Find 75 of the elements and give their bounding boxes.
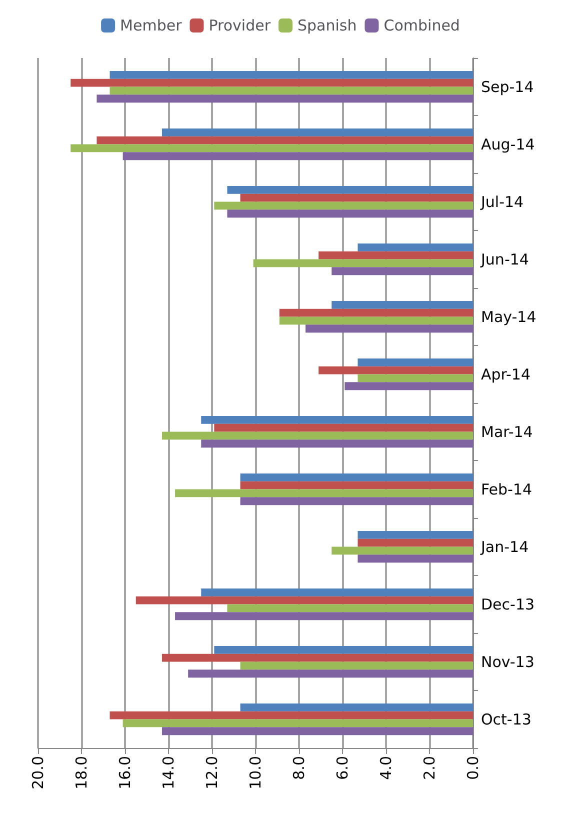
bar — [70, 78, 473, 87]
y-tick-label: Apr-14 — [481, 365, 530, 384]
y-tick-label: Jun-14 — [480, 250, 529, 268]
bar — [214, 202, 473, 210]
bar — [306, 324, 473, 333]
x-tick-label: 0.0 — [464, 756, 482, 780]
legend-label: Spanish — [298, 16, 357, 34]
x-tick-label: 16.0 — [116, 756, 134, 790]
y-tick-label: May-14 — [481, 308, 536, 326]
y-tick-label: Dec-13 — [481, 595, 535, 614]
y-tick-label: Jul-14 — [480, 192, 524, 211]
bar — [110, 70, 473, 79]
bar — [240, 481, 473, 490]
bar — [240, 194, 473, 202]
bar — [332, 546, 473, 555]
bar — [358, 530, 473, 539]
bar — [162, 432, 473, 440]
bar — [240, 497, 473, 506]
bar — [358, 358, 473, 366]
bar — [214, 424, 473, 432]
bar — [122, 719, 473, 728]
bar — [70, 144, 473, 152]
bar — [175, 489, 473, 498]
bar — [332, 267, 473, 276]
bar — [240, 473, 473, 482]
bar — [122, 152, 473, 160]
x-tick-label: 4.0 — [377, 756, 395, 780]
bar — [201, 440, 473, 448]
x-tick-label: 20.0 — [29, 756, 47, 790]
bar — [96, 136, 473, 144]
y-tick-label: Aug-14 — [481, 135, 535, 154]
bar — [240, 703, 473, 712]
bar — [318, 366, 473, 374]
bar — [344, 382, 473, 390]
bar — [162, 654, 473, 662]
x-tick-label: 6.0 — [334, 756, 352, 780]
x-tick-label: 8.0 — [290, 756, 308, 780]
bar — [110, 711, 473, 720]
x-tick-label: 2.0 — [420, 756, 438, 780]
bar — [358, 374, 473, 382]
bar — [358, 243, 473, 252]
bar — [253, 259, 473, 268]
legend-label: Member — [120, 16, 183, 34]
bar — [201, 416, 473, 424]
bar — [227, 604, 473, 612]
bar — [358, 538, 473, 547]
y-tick-label: Mar-14 — [481, 422, 533, 441]
legend-label: Combined — [384, 16, 460, 34]
y-tick-label: Nov-13 — [481, 652, 534, 671]
x-tick-label: 14.0 — [160, 756, 178, 790]
bar — [136, 596, 473, 604]
bar — [96, 94, 473, 103]
y-tick-label: Jan-14 — [480, 538, 529, 556]
bar — [227, 186, 473, 194]
x-tick-label: 12.0 — [203, 756, 221, 790]
bar — [110, 86, 473, 95]
bar — [201, 588, 473, 596]
y-tick-label: Oct-13 — [481, 710, 532, 728]
bar — [162, 727, 473, 736]
bar — [318, 251, 473, 260]
bar — [188, 670, 473, 678]
bar — [358, 554, 473, 563]
x-tick-label: 10.0 — [246, 756, 264, 790]
bar — [175, 612, 473, 620]
bar — [279, 316, 473, 325]
x-tick-label: 18.0 — [72, 756, 90, 790]
bar — [279, 308, 473, 317]
bar — [240, 662, 473, 670]
y-tick-label: Sep-14 — [481, 78, 534, 96]
bar — [214, 646, 473, 654]
bar — [162, 128, 473, 136]
bar — [227, 210, 473, 218]
legend-label: Provider — [208, 16, 272, 34]
bar — [332, 300, 473, 309]
y-tick-label: Feb-14 — [481, 480, 532, 498]
